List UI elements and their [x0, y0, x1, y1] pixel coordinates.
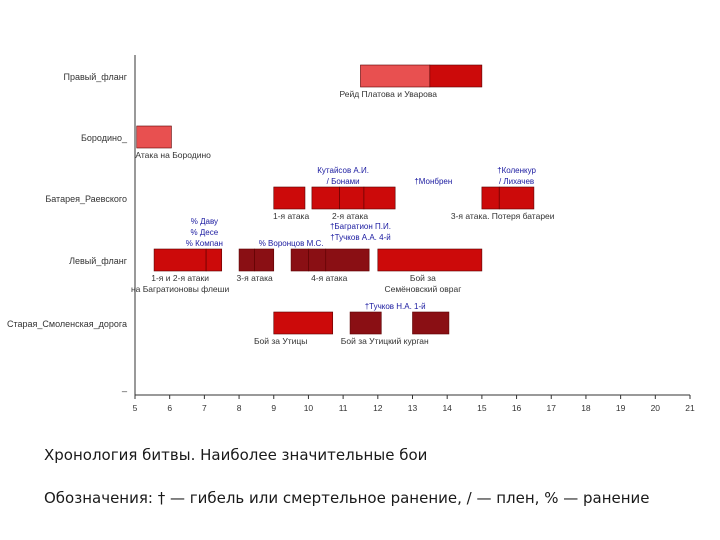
battle-label: 3-я атака [237, 273, 273, 283]
row-label: Батарея_Раевского [45, 194, 127, 204]
x-tick-label: 12 [373, 403, 383, 413]
timeline-bar [481, 186, 500, 210]
battle-label-line: Бой за [410, 273, 436, 283]
battle-label-line: Рейд Платова и Уварова [339, 89, 437, 99]
chart-caption-legend: Обозначения: † — гибель или смертельное … [44, 489, 650, 507]
x-tick-label: 17 [547, 403, 557, 413]
x-tick-label: 13 [408, 403, 418, 413]
x-tick-label: 21 [685, 403, 695, 413]
x-tick-label: 8 [237, 403, 242, 413]
timeline-bar [363, 186, 396, 210]
casualty-note-line: †Тучков Н.А. 1-й [365, 302, 426, 311]
timeline-bar [377, 248, 483, 272]
battle-label: Рейд Платова и Уварова [339, 89, 437, 99]
row-label: _ [121, 382, 128, 392]
row-label: Бородино_ [81, 133, 128, 143]
battle-label-line: 3-я атака. Потеря батареи [451, 211, 555, 221]
timeline-bar [290, 248, 309, 272]
battle-label: Бой за Семёновский овраг [384, 273, 461, 294]
x-tick-label: 14 [442, 403, 452, 413]
row-label: Старая_Смоленская_дорога [7, 319, 127, 329]
battle-label-line: на Багратионовы флеши [131, 284, 230, 294]
timeline-chart: Правый_фланг Бородино_ Батарея_Раевского Ле… [7, 55, 695, 413]
row-label: Левый_фланг [69, 256, 128, 266]
casualty-note: †Тучков Н.А. 1-й [365, 302, 426, 311]
battle-label-line: Атака на Бородино [135, 150, 211, 160]
casualty-note: Кутайсов А.И. / Бонами [317, 166, 369, 186]
x-tick-label: 9 [271, 403, 276, 413]
timeline-bar [412, 311, 450, 335]
casualty-note-line: †Тучков А.А. 4-й [330, 233, 391, 242]
casualty-note-line: / Бонами [327, 177, 360, 186]
battle-label: 4-я атака [311, 273, 347, 283]
casualty-note: % Воронцов М.С. [259, 239, 324, 248]
casualty-note-line: % Даву [191, 217, 218, 226]
casualty-note: †Багратион П.И. †Тучков А.А. 4-й [330, 222, 391, 242]
timeline-bar [311, 186, 340, 210]
battle-label-line: 4-я атака [311, 273, 347, 283]
battle-label: Атака на Бородино [135, 150, 211, 160]
casualty-note: % Даву % Десе % Компан [186, 217, 223, 248]
x-tick-label: 5 [133, 403, 138, 413]
x-tick-label: 20 [651, 403, 661, 413]
timeline-bar [136, 125, 172, 149]
x-tick-label: 19 [616, 403, 626, 413]
battle-label: Бой за Утицкий курган [341, 336, 429, 346]
timeline-bar [349, 311, 382, 335]
x-tick-label: 18 [581, 403, 591, 413]
timeline-bar [429, 64, 483, 88]
casualty-note-line: % Воронцов М.С. [259, 239, 324, 248]
timeline-bar [254, 248, 275, 272]
x-tick-label: 10 [304, 403, 314, 413]
row-label: Правый_фланг [64, 72, 128, 82]
timeline-bar [339, 186, 365, 210]
x-tick-label: 6 [167, 403, 172, 413]
casualty-note-line: Кутайсов А.И. [317, 166, 369, 175]
battle-label: 3-я атака. Потеря батареи [451, 211, 555, 221]
casualty-note-line: †Монбрен [414, 177, 452, 186]
battle-label-line: 2-я атака [332, 211, 368, 221]
chart-caption-title: Хронология битвы. Наиболее значительные … [44, 446, 428, 464]
battle-label: 1-я атака [273, 211, 309, 221]
timeline-bar [273, 311, 334, 335]
timeline-bar [498, 186, 535, 210]
battle-label-line: Бой за Утицкий курган [341, 336, 429, 346]
casualty-note-line: †Багратион П.И. [330, 222, 391, 231]
timeline-bar [308, 248, 327, 272]
battle-label-line: Семёновский овраг [384, 284, 461, 294]
battle-label-line: Бой за Утицы [254, 336, 307, 346]
x-tick-label: 15 [477, 403, 487, 413]
x-tick-label: 16 [512, 403, 522, 413]
x-tick-label: 7 [202, 403, 207, 413]
battle-label: 1-я и 2-я атаки на Багратионовы флеши [131, 273, 230, 294]
battle-label-line: 1-я и 2-я атаки [151, 273, 209, 283]
casualty-note-line: % Компан [186, 239, 223, 248]
x-tick-label: 11 [339, 403, 348, 413]
casualty-note-line: †Коленкур [497, 166, 536, 175]
timeline-bar [360, 64, 431, 88]
timeline-bar [325, 248, 370, 272]
timeline-bar [238, 248, 255, 272]
timeline-bar [273, 186, 306, 210]
casualty-note-line: / Лихачев [499, 177, 534, 186]
battle-label-line: 1-я атака [273, 211, 309, 221]
battle-label-line: 3-я атака [237, 273, 273, 283]
casualty-note-line: % Десе [191, 228, 219, 237]
timeline-bar [153, 248, 207, 272]
casualty-note: †Монбрен [414, 177, 452, 186]
battle-label: 2-я атака [332, 211, 368, 221]
casualty-note: †Коленкур / Лихачев [497, 166, 536, 186]
battle-label: Бой за Утицы [254, 336, 307, 346]
timeline-bar [205, 248, 223, 272]
